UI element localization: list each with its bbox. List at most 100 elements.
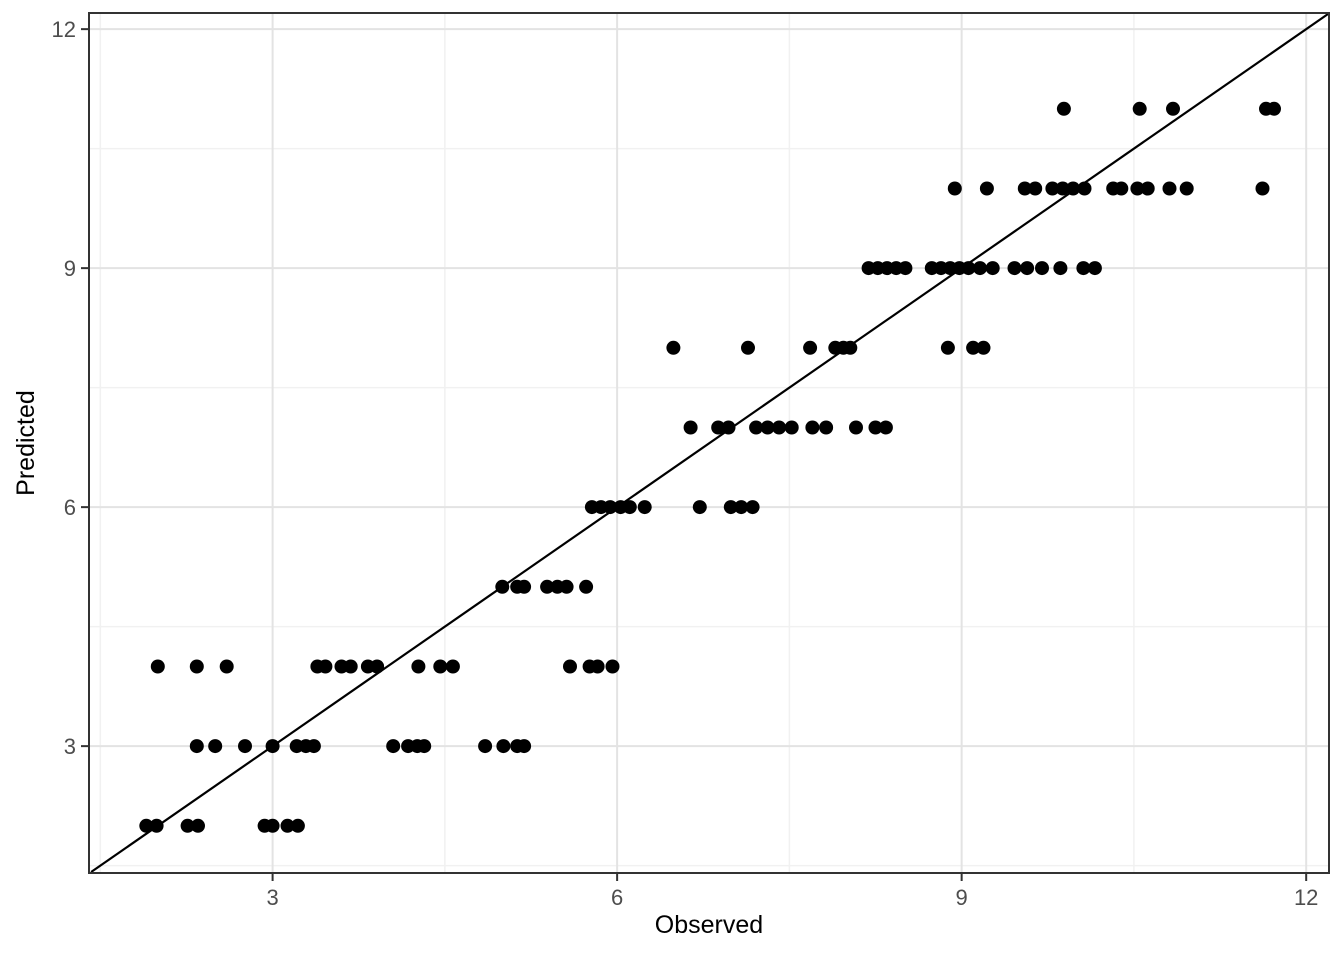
data-point (1056, 101, 1071, 116)
data-point (966, 340, 981, 355)
data-point (1132, 101, 1147, 116)
data-point (898, 261, 913, 276)
x-tick-label: 12 (1294, 885, 1318, 910)
data-point (496, 739, 511, 754)
y-axis-title: Predicted (12, 390, 40, 496)
data-point (1076, 261, 1091, 276)
data-point (683, 420, 698, 435)
data-point (559, 579, 574, 594)
data-point (180, 818, 195, 833)
data-point (265, 818, 280, 833)
grid-minor-lines (90, 14, 1328, 872)
data-point (280, 818, 295, 833)
data-point (517, 579, 532, 594)
panel-border (88, 12, 1330, 874)
data-point (590, 659, 605, 674)
data-point (191, 818, 205, 833)
data-point (985, 261, 1000, 276)
data-point (540, 579, 555, 594)
data-point (563, 659, 577, 674)
x-tick-label: 6 (611, 885, 623, 910)
data-point (1017, 181, 1032, 196)
x-axis-title: Observed (655, 911, 763, 939)
data-point (622, 500, 637, 515)
data-point (1267, 101, 1281, 116)
data-point (1140, 181, 1155, 196)
data-point (1179, 181, 1194, 196)
identity-line-layer (90, 13, 1329, 873)
data-point (1166, 101, 1180, 116)
data-point (1007, 261, 1022, 276)
data-point (238, 739, 252, 754)
data-point (1066, 181, 1081, 196)
data-point (805, 420, 820, 435)
data-point (637, 500, 652, 515)
data-point (603, 500, 618, 515)
data-point (189, 659, 204, 674)
data-point (711, 420, 726, 435)
identity-line (90, 13, 1329, 873)
data-point (370, 659, 385, 674)
data-point (878, 420, 893, 435)
data-point (343, 659, 358, 674)
data-point (1114, 181, 1129, 196)
data-point (979, 181, 994, 196)
data-point (976, 340, 991, 355)
data-point (411, 659, 426, 674)
y-tick-label: 3 (64, 734, 76, 759)
data-point (947, 181, 962, 196)
data-point (290, 818, 305, 833)
data-point (666, 340, 681, 355)
data-point (1077, 181, 1092, 196)
data-point (692, 500, 707, 515)
data-point (517, 739, 532, 754)
data-point (940, 340, 955, 355)
data-point (139, 818, 154, 833)
data-point (149, 818, 164, 833)
grid-major-lines (90, 14, 1328, 872)
data-point (1053, 261, 1068, 276)
y-tick-label: 12 (52, 17, 76, 42)
data-point (749, 420, 764, 435)
data-point (843, 340, 858, 355)
x-tick-label: 3 (266, 885, 278, 910)
data-point (819, 420, 834, 435)
data-point (723, 500, 738, 515)
data-point (318, 659, 333, 674)
data-point (219, 659, 234, 674)
data-point (189, 739, 204, 754)
data-point (1255, 181, 1270, 196)
axis-tick-labels: 3 6 9 12 3 6 9 12 (52, 17, 1319, 910)
data-point (579, 579, 594, 594)
data-point (150, 659, 165, 674)
y-tick-label: 6 (64, 495, 76, 520)
data-point (961, 261, 976, 276)
data-point (605, 659, 620, 674)
data-point (265, 739, 280, 754)
data-point (803, 340, 818, 355)
data-point (1162, 181, 1177, 196)
data-point (745, 500, 760, 515)
data-point (1028, 181, 1043, 196)
data-points-layer (139, 101, 1281, 833)
data-point (478, 739, 493, 754)
data-point (433, 659, 448, 674)
data-point (734, 500, 749, 515)
data-point (973, 261, 987, 276)
data-point (741, 340, 755, 355)
data-point (495, 579, 510, 594)
data-point (868, 420, 883, 435)
data-point (1045, 181, 1060, 196)
x-tick-label: 9 (956, 885, 968, 910)
data-point (760, 420, 775, 435)
y-tick-label: 9 (64, 256, 76, 281)
data-point (1035, 261, 1049, 276)
data-point (1020, 261, 1035, 276)
data-point (849, 420, 863, 435)
data-point (1087, 261, 1102, 276)
axis-tick-marks (81, 28, 1308, 881)
data-point (306, 739, 321, 754)
data-point (445, 659, 460, 674)
